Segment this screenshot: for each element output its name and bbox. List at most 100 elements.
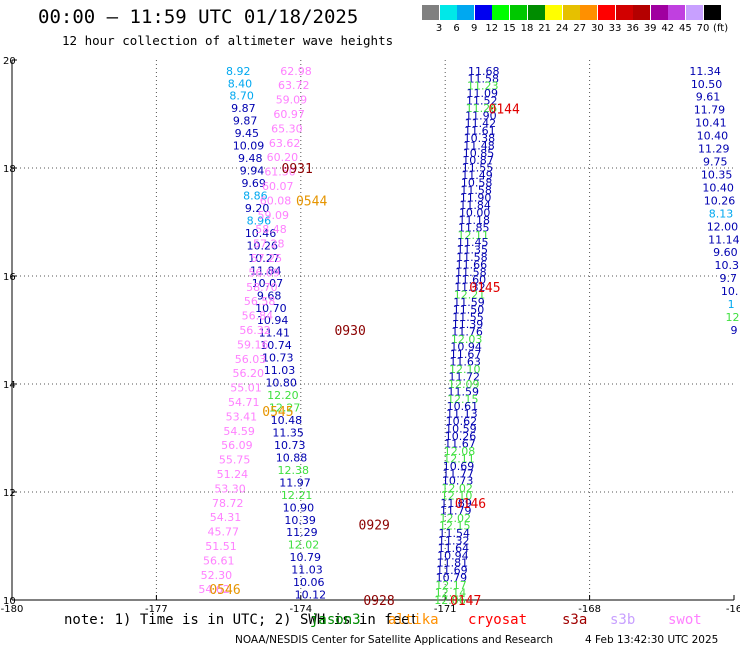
wave-height-point: 9.60 xyxy=(713,246,738,259)
x-tick-label: -16 xyxy=(726,604,740,615)
wave-height-point: 12 xyxy=(726,311,740,324)
wave-height-point: 11.54 xyxy=(439,527,471,540)
wave-height-point: 61.50 xyxy=(264,166,296,179)
wave-height-point: 9.61 xyxy=(696,91,721,104)
wave-height-point: 10.38 xyxy=(464,132,496,145)
wave-height-point: 10.26 xyxy=(445,430,477,443)
legend-jason3: jason3 xyxy=(310,612,361,628)
chart-subtitle: 12 hour collection of altimeter wave hei… xyxy=(62,33,394,48)
wave-height-point: 10.58 xyxy=(461,177,493,190)
colorbar-label: 36 xyxy=(626,23,639,34)
wave-height-point: 62.98 xyxy=(280,65,312,78)
colorbar-swatch xyxy=(474,5,492,20)
wave-height-point: 11.35 xyxy=(272,426,304,439)
wave-height-point: 11.35 xyxy=(457,244,489,257)
wave-height-point: 12.02 xyxy=(288,539,320,552)
wave-height-point: 10.94 xyxy=(257,314,289,327)
wave-height-point: 12.20 xyxy=(267,389,299,402)
wave-height-point: 59.09 xyxy=(276,94,308,107)
wave-height-point: 51.24 xyxy=(217,468,249,481)
wave-height-point: 10.41 xyxy=(695,117,727,130)
wave-height-point: 11.34 xyxy=(689,65,721,78)
legend-s3a: s3a xyxy=(562,612,588,628)
wave-height-point: 60.97 xyxy=(273,108,305,121)
wave-height-point: 11.60 xyxy=(455,273,487,286)
wave-height-point: 11.61 xyxy=(464,124,496,137)
wave-height-point: 10.94 xyxy=(450,341,482,354)
wave-height-point: 11.23 xyxy=(467,80,499,93)
wave-height-point: 11.67 xyxy=(444,437,476,450)
wave-height-point: 12.17 xyxy=(435,579,467,592)
wave-height-point: 11.84 xyxy=(459,199,491,212)
wave-height-point: 11.90 xyxy=(460,192,492,205)
colorbar-label: (ft) xyxy=(713,23,729,34)
x-tick-label: -177 xyxy=(145,604,168,615)
wave-height-point: 11.49 xyxy=(461,169,493,182)
wave-height-point: 10.39 xyxy=(284,514,316,527)
wave-height-point: 12.10 xyxy=(441,490,473,503)
colorbar-label: 15 xyxy=(503,23,516,34)
wave-height-point: 10.00 xyxy=(459,206,491,219)
colorbar-swatch xyxy=(650,5,668,20)
wave-height-point: 11.45 xyxy=(457,236,489,249)
wave-height-point: 11.32 xyxy=(454,281,486,294)
wave-height-point: 60.20 xyxy=(267,151,299,164)
wave-height-point: 8.70 xyxy=(229,90,254,103)
wave-height-point: 10.26 xyxy=(704,194,736,207)
wave-height-point: 56.09 xyxy=(221,439,253,452)
wave-height-point: 9.48 xyxy=(238,152,263,165)
y-tick-label: 14 xyxy=(3,380,16,391)
wave-height-point: 56.09 xyxy=(248,266,280,279)
pass-id-label: 0146 xyxy=(455,497,486,512)
colorbar-swatch xyxy=(439,5,457,20)
wave-height-point: 11.97 xyxy=(279,476,311,489)
colorbar-label: 42 xyxy=(661,23,675,34)
wave-height-point: 9 xyxy=(731,324,738,337)
legend-altika: altika xyxy=(388,612,439,628)
wave-height-point: 8.96 xyxy=(247,214,272,227)
wave-height-point: 11.77 xyxy=(442,467,474,480)
wave-height-point: 11.50 xyxy=(453,303,485,316)
wave-height-point: 10.40 xyxy=(702,181,734,194)
wave-height-point: 10.69 xyxy=(443,460,475,473)
wave-height-point: 10.74 xyxy=(260,339,292,352)
y-tick-label: 10 xyxy=(3,596,16,607)
colorbar-label: 6 xyxy=(453,23,460,34)
wave-height-point: 55.01 xyxy=(230,382,262,395)
wave-height-point: 10.85 xyxy=(463,147,495,160)
wave-height-point: 12.14 xyxy=(435,587,467,600)
wave-height-point: 10.62 xyxy=(446,415,478,428)
wave-height-point: 12.02 xyxy=(441,482,473,495)
pass-id-label: 0144 xyxy=(489,103,520,118)
colorbar-swatch xyxy=(492,5,510,20)
wave-height-point: 12.27 xyxy=(269,402,301,415)
pass-id-label: 0147 xyxy=(450,594,481,609)
wave-height-point: 10.88 xyxy=(276,451,308,464)
legend-swot: swot xyxy=(668,612,702,628)
wave-height-point: 11.48 xyxy=(463,139,495,152)
wave-height-point: 11.03 xyxy=(291,564,323,577)
colorbar-label: 21 xyxy=(538,23,551,34)
wave-height-point: 11.03 xyxy=(264,364,296,377)
wave-height-point: 10.70 xyxy=(255,302,287,315)
wave-height-point: 11.29 xyxy=(698,143,730,156)
wave-height-point: 11.29 xyxy=(286,526,318,539)
wave-height-point: 9.94 xyxy=(240,165,265,178)
generated-timestamp: 4 Feb 13:42:30 UTC 2025 xyxy=(585,634,719,646)
colorbar-label: 45 xyxy=(679,23,692,34)
colorbar-label: 70 xyxy=(696,23,710,34)
pass-id-label: 0145 xyxy=(469,281,500,296)
wave-height-point: 9.87 xyxy=(233,115,258,128)
wave-height-point: 11.14 xyxy=(708,233,740,246)
colorbar-swatch xyxy=(686,5,703,20)
wave-height-point: 63.62 xyxy=(269,137,301,150)
wave-height-point: 9.68 xyxy=(257,289,282,302)
wave-height-point: 8.86 xyxy=(243,190,268,203)
wave-height-point: 11.64 xyxy=(438,542,470,555)
wave-height-point: 56.58 xyxy=(244,295,276,308)
wave-height-point: 10.46 xyxy=(245,227,277,240)
wave-height-point: 10.61 xyxy=(447,400,479,413)
wave-height-point: 9.75 xyxy=(703,156,728,169)
colorbar-label: 30 xyxy=(591,23,604,34)
